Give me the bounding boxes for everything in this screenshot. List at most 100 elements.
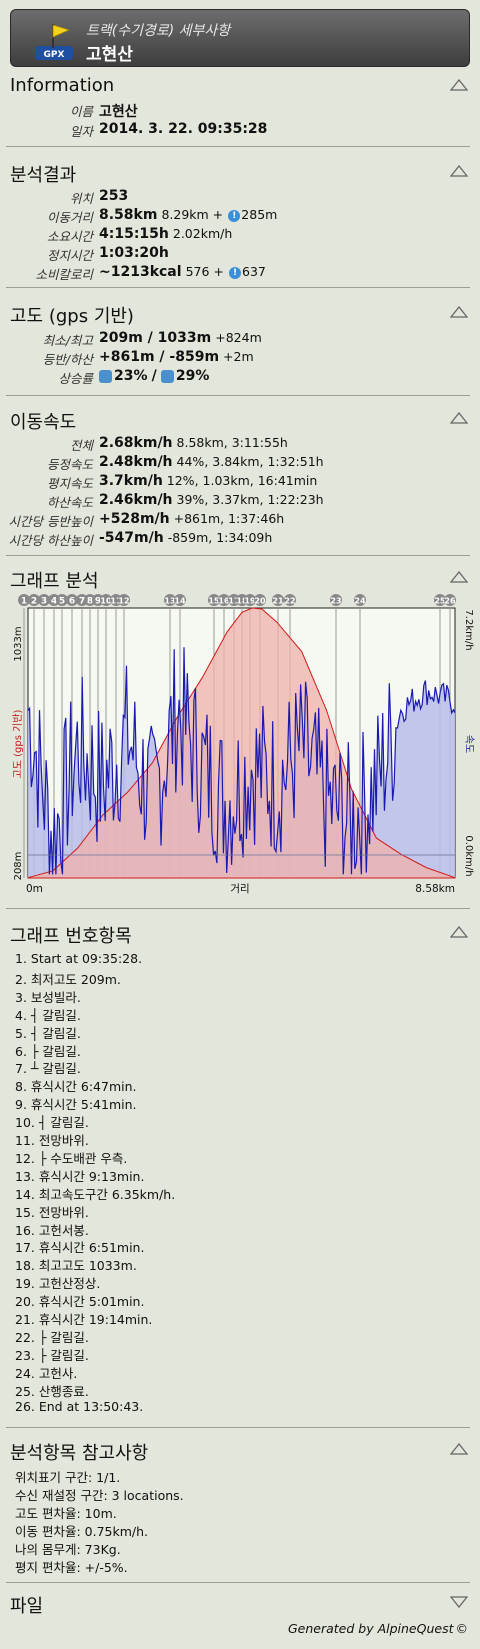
- info-row-date: 일자 2014. 3. 22. 09:35:28: [0, 121, 480, 140]
- list-item: 24. 고헌사.: [15, 1365, 78, 1381]
- notes-title[interactable]: 분석항목 참고사항: [10, 1443, 149, 1464]
- marker-label: 26: [444, 597, 456, 606]
- speed-title[interactable]: 이동속도: [10, 412, 77, 433]
- note-item: 수신 재설정 구간: 3 locations.: [15, 1488, 184, 1503]
- track-title: 고현산: [86, 45, 133, 65]
- information-section: Information 이름 고현산 일자 2014. 3. 22. 09:35…: [0, 75, 480, 145]
- divider: [6, 555, 470, 556]
- copyright-icon: ©: [455, 1621, 469, 1636]
- graph-items-title[interactable]: 그래프 번호항목: [10, 926, 132, 947]
- note-item: 위치표기 구간: 1/1.: [15, 1470, 121, 1485]
- marker-label: 10: [100, 597, 112, 606]
- speed-row: 평지속도 3.7km/h 12%, 1.03km, 16:41min: [46, 473, 318, 491]
- list-item: 22. ├ 갈림길.: [15, 1329, 89, 1345]
- marker-label: 1: [21, 597, 27, 607]
- divider: [6, 1582, 470, 1583]
- info-icon: !: [229, 266, 242, 279]
- collapse-up-icon[interactable]: [450, 165, 468, 177]
- marker-badge: [272, 594, 284, 606]
- y-left-min: 208m: [13, 852, 24, 881]
- file-title[interactable]: 파일: [10, 1596, 44, 1617]
- y-left-max: 1033m: [13, 626, 24, 661]
- marker-label: 8: [87, 597, 93, 607]
- marker-badge: [330, 594, 342, 606]
- elevation-title[interactable]: 고도 (gps 기반): [10, 306, 134, 327]
- marker-badge: [444, 594, 456, 606]
- list-item: 15. 전망바위.: [15, 1204, 89, 1220]
- y-right-label: 속도: [463, 735, 475, 753]
- info-value: 고현산: [99, 104, 138, 120]
- speed-row: 전체 2.68km/h 8.58km, 3:11:55h: [69, 435, 288, 453]
- footer: Generated by AlpineQuest ©: [288, 1621, 468, 1636]
- marker-label: 21: [272, 597, 284, 606]
- header-subtitle: 트랙(수기경로) 세부사항: [86, 23, 231, 39]
- graph-section-header: 그래프 분석: [0, 567, 480, 592]
- list-item: 20. 휴식시간 5:01min.: [15, 1294, 145, 1310]
- elevation-area: [27, 607, 456, 879]
- marker-badge: [244, 594, 256, 606]
- track-detail-header: GPX 트랙(수기경로) 세부사항 고현산: [10, 9, 470, 67]
- chart-svg: 1033m 208m 고도 (gps 기반) 7.2km/h 0.0km/h 속…: [12, 594, 475, 895]
- information-title[interactable]: Information: [10, 75, 115, 96]
- x-label: 거리: [230, 883, 249, 895]
- x-min: 0m: [26, 883, 43, 895]
- speed-row: 등정속도 2.48km/h 44%, 3.84km, 1:32:51h: [46, 454, 324, 472]
- graph-title[interactable]: 그래프 분석: [10, 571, 99, 592]
- marker-badge: [434, 594, 446, 606]
- list-item: 2. 최저고도 209m.: [15, 971, 121, 987]
- divider: [6, 1427, 470, 1428]
- x-max: 8.58km: [415, 883, 455, 895]
- collapse-up-icon[interactable]: [450, 306, 468, 318]
- note-item: 이동 편차율: 0.75km/h.: [15, 1524, 149, 1539]
- divider: [6, 395, 470, 396]
- collapse-up-icon[interactable]: [450, 926, 468, 938]
- marker-badge: [56, 594, 68, 606]
- marker-badge: [174, 594, 186, 606]
- marker-label: 19: [244, 597, 256, 606]
- analysis-row: 위치 253: [69, 188, 129, 206]
- info-label: 일자: [69, 124, 93, 139]
- y-right-max: 7.2km/h: [463, 609, 474, 650]
- collapse-up-icon[interactable]: [450, 79, 468, 91]
- collapse-up-icon[interactable]: [450, 571, 468, 583]
- collapse-up-icon[interactable]: [450, 412, 468, 424]
- info-row-name: 이름 고현산: [0, 101, 480, 120]
- footer-text: Generated by AlpineQuest: [287, 1621, 454, 1636]
- y-left-label: 고도 (gps 기반): [12, 709, 24, 778]
- marker-badge: [284, 594, 296, 606]
- marker-label: 3: [41, 597, 47, 607]
- speed-row: 시간당 하산높이 -547m/h -859m, 1:34:09h: [8, 530, 273, 548]
- divider: [6, 146, 470, 147]
- analysis-row: 소요시간 4:15:15h 2.02km/h: [46, 226, 233, 244]
- marker-label: 17: [228, 597, 239, 606]
- info-label: 이름: [69, 104, 93, 119]
- marker-label: 11: [110, 597, 122, 606]
- analysis-row: 정지시간 1:03:20h: [46, 245, 169, 263]
- marker-label: 14: [174, 597, 186, 606]
- speed-line: [27, 647, 456, 875]
- elevation-row: 최소/최고 209m / 1033m +824m: [42, 330, 262, 348]
- list-item: 23. ├ 갈림길.: [15, 1347, 89, 1363]
- elevation-speed-chart: 1033m 208m 고도 (gps 기반) 7.2km/h 0.0km/h 속…: [0, 590, 480, 900]
- list-item: 10. ┤ 갈림길.: [15, 1115, 89, 1131]
- marker-label: 12: [118, 597, 129, 606]
- marker-badge: [254, 594, 266, 606]
- list-item: 21. 휴식시간 19:14min.: [15, 1312, 153, 1327]
- list-item: 9. 휴식시간 5:41min.: [15, 1097, 137, 1113]
- list-item: 14. 최고속도구간 6.35km/h.: [15, 1186, 176, 1202]
- marker-label: 16: [218, 597, 230, 606]
- list-item: 5. ┤ 갈림길.: [15, 1025, 81, 1041]
- marker-badge: [218, 594, 230, 606]
- marker-badge: [66, 594, 78, 606]
- marker-label: 13: [164, 597, 175, 606]
- expand-down-icon[interactable]: [450, 1596, 468, 1608]
- graph-items-header: 그래프 번호항목: [0, 922, 480, 947]
- y-right-min: 0.0km/h: [463, 835, 474, 876]
- collapse-up-icon[interactable]: [450, 1443, 468, 1455]
- marker-label: 7: [79, 597, 85, 607]
- analysis-section: 분석결과 위치 253 이동거리 8.58km 8.29km + ! 285m 소요…: [0, 161, 480, 283]
- marker-label: 5: [59, 597, 65, 607]
- marker-label: 22: [284, 597, 295, 606]
- notes-header: 분석항목 참고사항: [0, 1439, 480, 1464]
- analysis-title[interactable]: 분석결과: [10, 165, 77, 186]
